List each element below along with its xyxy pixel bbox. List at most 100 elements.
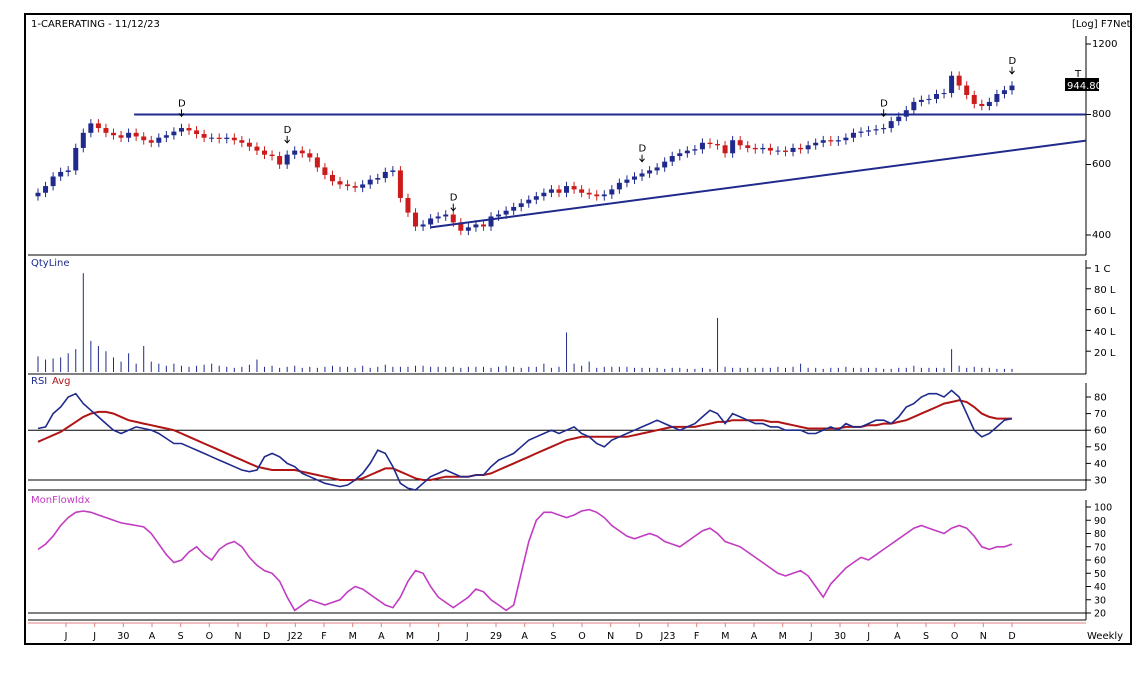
candle-body <box>896 116 902 122</box>
candle-body <box>43 186 49 193</box>
candle-body <box>345 184 351 187</box>
candle-body <box>231 137 237 141</box>
candle-body <box>65 170 71 172</box>
x-tick-label: J22 <box>287 631 303 642</box>
candle-body <box>194 130 200 135</box>
candle-body <box>269 154 275 157</box>
candle-body <box>284 154 290 165</box>
candle-body <box>50 176 56 187</box>
candle-body <box>564 186 570 193</box>
candle-body <box>979 103 985 107</box>
candle-body <box>571 186 577 190</box>
candle-body <box>428 218 434 225</box>
chart-title: 1-CARERATING - 11/12/23 <box>31 19 160 30</box>
candle-body <box>866 130 872 132</box>
price-panel: 1200 800 600 400 944.80 T <box>28 36 1117 256</box>
candle-body <box>964 85 970 95</box>
candle-body <box>337 181 343 185</box>
divergence-marker-arrow-head <box>1009 70 1015 75</box>
divergence-marker-label: D <box>880 98 888 109</box>
x-axis: Weekly <box>28 622 1123 642</box>
x-tick-label: 30 <box>834 631 846 642</box>
candle-body <box>156 137 162 143</box>
divergence-marker-arrow-head <box>450 207 457 212</box>
candle-body <box>631 176 637 180</box>
candle-body <box>314 157 320 168</box>
period-label: Weekly <box>1087 631 1123 642</box>
candle-body <box>397 170 403 198</box>
candle-body <box>918 99 924 102</box>
candle-body <box>926 98 932 100</box>
candle-body <box>465 227 471 231</box>
candle-body <box>941 93 947 95</box>
mfi-tick-label: 30 <box>1094 595 1106 606</box>
candle-body <box>458 222 464 231</box>
mfi-tick-label: 20 <box>1094 609 1106 620</box>
x-tick-label: J <box>809 631 813 642</box>
candle-body <box>541 192 547 197</box>
candle-body <box>616 182 622 190</box>
volume-label: QtyLine <box>31 258 70 269</box>
rsi-tick-label: 70 <box>1094 409 1107 420</box>
candle-body <box>911 101 917 111</box>
candle-body <box>624 179 630 183</box>
candle-body <box>949 75 955 94</box>
price-tick: 1200 <box>1092 39 1117 50</box>
candle-body <box>148 140 154 143</box>
price-tick: 400 <box>1092 230 1111 241</box>
candle-body <box>662 161 668 168</box>
volume-tick: 60 L <box>1094 306 1116 317</box>
candle-body <box>186 128 192 131</box>
candle-body <box>805 145 811 150</box>
candle-body <box>745 145 751 148</box>
x-tick-label: N <box>980 631 987 642</box>
candle-body <box>367 179 373 185</box>
candle-body <box>277 156 283 165</box>
x-tick-label: 29 <box>490 631 502 642</box>
candle-body <box>511 206 517 211</box>
chart-frame <box>24 13 1132 645</box>
candle-body <box>133 132 139 137</box>
candle-body <box>684 150 690 154</box>
x-tick-label: J23 <box>660 631 676 642</box>
candle-body <box>956 75 962 86</box>
candle-body <box>201 134 207 138</box>
x-tick-label: O <box>578 631 585 642</box>
x-tick-label: D <box>1008 631 1015 642</box>
candle-body <box>292 150 298 155</box>
candle-body <box>443 214 449 217</box>
last-price-label: 944.80 <box>1067 81 1102 92</box>
volume-tick: 40 L <box>1094 327 1116 338</box>
candle-body <box>35 192 41 197</box>
x-tick-label: O <box>951 631 958 642</box>
candle-body <box>473 224 479 228</box>
candle-body <box>141 136 147 141</box>
candle-body <box>609 189 615 195</box>
divergence-marker-arrow-head <box>178 112 185 118</box>
candle-body <box>820 140 826 143</box>
divergence-marker-label: D <box>178 98 186 109</box>
x-tick-label: N <box>607 631 614 642</box>
candle-body <box>435 216 441 219</box>
candle-body <box>888 121 894 129</box>
candle-body <box>767 147 773 151</box>
divergence-marker-arrow-head <box>639 158 645 163</box>
candle-body <box>299 150 305 154</box>
candle-body <box>669 156 675 162</box>
x-tick-label: M <box>721 631 729 642</box>
divergence-marker-label: D <box>450 193 458 204</box>
candle-body <box>95 123 101 129</box>
x-tick-label: F <box>321 631 326 642</box>
divergence-marker-arrow-head <box>284 139 291 144</box>
candle-body <box>329 174 335 182</box>
x-tick-label: A <box>378 631 385 642</box>
mfi-tick-label: 100 <box>1094 503 1112 514</box>
chart-marks: D D D D D D 80 70 60 50 40 30 100 90 80 70 60 50 40 30 20 J J 3… <box>28 43 1112 642</box>
x-tick-label: O <box>206 631 213 642</box>
x-tick-label: A <box>751 631 758 642</box>
candle-body <box>722 145 728 154</box>
candle-body <box>88 123 94 133</box>
rsi-tick-label: 50 <box>1094 442 1107 453</box>
candle-body <box>707 142 713 145</box>
candle-body <box>986 101 992 107</box>
